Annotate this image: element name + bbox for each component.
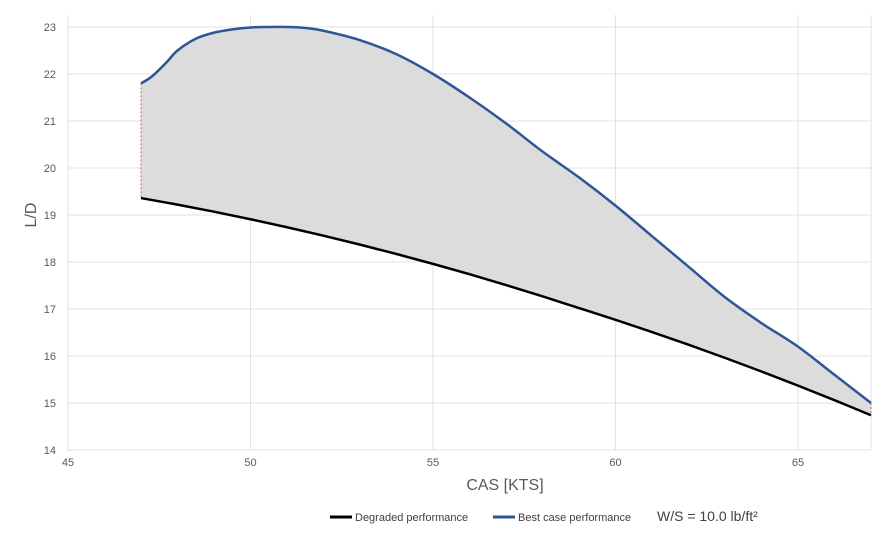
x-tick-label: 50 — [244, 457, 256, 469]
y-tick-label: 18 — [44, 257, 56, 269]
x-tick-labels: 45 50 55 60 65 — [62, 457, 804, 469]
y-tick-label: 21 — [44, 116, 56, 128]
y-axis-title: L/D — [23, 203, 40, 228]
y-tick-label: 14 — [44, 445, 56, 457]
band-edges — [140, 83, 872, 416]
x-tick-label: 65 — [792, 457, 804, 469]
y-tick-labels: 14 15 16 17 18 19 20 21 22 23 — [44, 22, 56, 457]
x-tick-label: 45 — [62, 457, 74, 469]
y-tick-label: 19 — [44, 210, 56, 222]
y-tick-label: 17 — [44, 304, 56, 316]
series-lines — [140, 25, 872, 417]
wing-loading-annotation: W/S = 10.0 lb/ft² — [657, 508, 758, 524]
performance-band — [141, 26, 871, 416]
series-line-best-case — [140, 25, 872, 404]
legend-label-best-case: Best case performance — [518, 512, 631, 524]
y-tick-label: 15 — [44, 398, 56, 410]
y-tick-label: 20 — [44, 163, 56, 175]
x-axis-title: CAS [KTS] — [466, 477, 543, 494]
y-tick-label: 23 — [44, 22, 56, 34]
x-tick-label: 55 — [427, 457, 439, 469]
y-tick-label: 22 — [44, 69, 56, 81]
x-tick-label: 60 — [609, 457, 621, 469]
legend: Degraded performance Best case performan… — [330, 512, 631, 524]
series-line-degraded — [140, 196, 872, 417]
legend-label-degraded: Degraded performance — [355, 512, 468, 524]
y-tick-label: 16 — [44, 351, 56, 363]
